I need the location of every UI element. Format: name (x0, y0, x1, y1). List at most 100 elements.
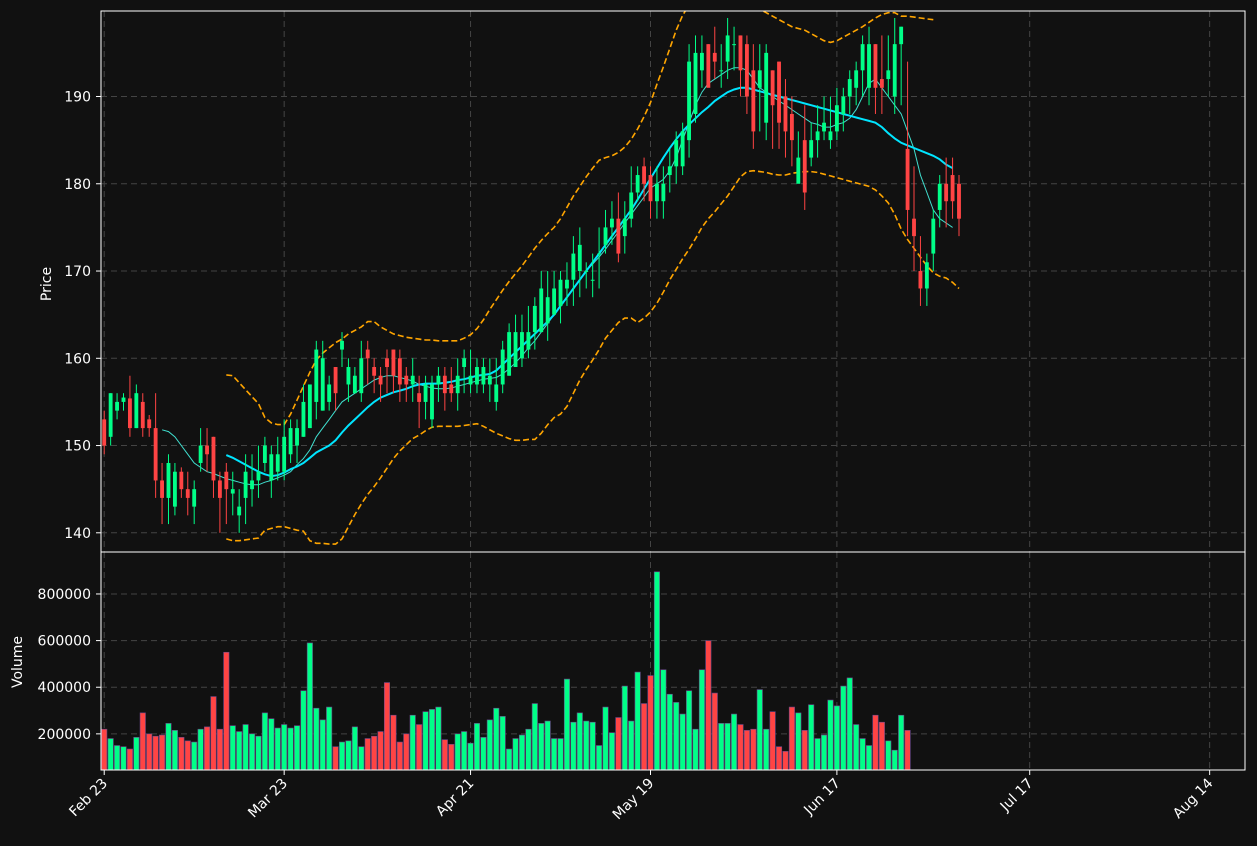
candle-body (185, 489, 190, 498)
candlestick (397, 349, 402, 402)
candlestick (912, 166, 916, 272)
candlestick (532, 297, 537, 350)
candle-body (809, 140, 814, 158)
candle-body (777, 61, 781, 123)
candle-body (899, 26, 904, 45)
volume-bar (499, 716, 506, 771)
candlestick (352, 367, 357, 394)
volume-bar (756, 689, 763, 771)
candle-body (397, 358, 402, 385)
candlestick (449, 367, 454, 402)
candlestick (892, 17, 897, 114)
volume-tick-label: 800000 (38, 587, 91, 603)
candle-body (854, 70, 859, 88)
candlestick (378, 367, 383, 402)
candle-body (243, 471, 248, 498)
volume-bar (846, 677, 853, 771)
candle-body (957, 183, 961, 219)
volume-bar (827, 699, 834, 771)
volume-bar (782, 751, 789, 771)
candlestick (655, 166, 659, 219)
volume-bar (872, 714, 879, 771)
volume-bar (390, 714, 397, 771)
candle-body (584, 271, 589, 273)
candlestick (719, 44, 724, 88)
candlestick (404, 367, 409, 402)
candlestick (725, 17, 730, 80)
volume-bar (345, 740, 352, 771)
candlestick (584, 262, 589, 289)
volume-bar (602, 706, 609, 771)
volume-bar (139, 712, 146, 771)
volume-axis-label: Volume (10, 636, 26, 688)
candle-body (873, 44, 878, 88)
candlestick (481, 358, 486, 394)
candlestick (217, 471, 222, 533)
candle-body (327, 384, 332, 402)
volume-bar (146, 733, 153, 771)
candlestick (783, 79, 788, 158)
candlestick (198, 428, 203, 472)
candle-body (751, 70, 756, 132)
volume-bar (692, 728, 699, 771)
candle-body (340, 340, 344, 350)
candlestick (565, 262, 569, 306)
volume-bar (686, 690, 693, 771)
volume-bar (428, 709, 436, 771)
candle-body (834, 105, 839, 132)
volume-bar (107, 738, 114, 771)
candle-body (295, 428, 299, 446)
volume-bar (300, 690, 307, 771)
candlestick (828, 96, 833, 149)
candlestick (301, 384, 306, 437)
volume-bar (647, 675, 654, 771)
candlestick (121, 393, 126, 411)
candle-body (693, 52, 698, 114)
candle-body (597, 253, 602, 255)
volume-bar (377, 731, 384, 771)
candlestick (590, 253, 595, 298)
volume-bar (120, 746, 127, 771)
volume-bar (628, 720, 635, 771)
volume-bar (776, 746, 783, 771)
candle-body (757, 70, 762, 88)
volume-bar (159, 734, 166, 771)
candle-body (674, 140, 679, 167)
candlestick (841, 87, 846, 132)
candle-body (494, 384, 499, 402)
volume-bar (551, 738, 558, 771)
volume-bar (763, 728, 770, 771)
candlestick (153, 393, 158, 498)
candlestick (134, 384, 139, 429)
candle-body (320, 358, 325, 411)
candlestick (558, 271, 563, 324)
volume-bar (866, 745, 873, 771)
candlestick (712, 26, 717, 80)
volume-bar (859, 738, 866, 771)
volume-bar (898, 714, 905, 771)
candle-body (950, 175, 955, 202)
candlestick (950, 157, 955, 219)
candle-body (359, 358, 364, 394)
candle-body (532, 305, 537, 333)
candle-body (732, 44, 736, 46)
volume-bar (660, 669, 667, 771)
candle-body (828, 131, 833, 141)
candlestick (423, 375, 428, 420)
volume-bar (441, 739, 448, 771)
volume-bar (294, 725, 301, 771)
volume-bar (448, 744, 455, 771)
candle-body (211, 436, 216, 481)
volume-bar (833, 705, 840, 771)
candlestick (494, 358, 499, 411)
volume-bar (840, 685, 847, 771)
candle-body (423, 384, 428, 402)
candlestick (391, 349, 396, 394)
volume-axes-frame (100, 551, 1246, 771)
candlestick (430, 375, 434, 429)
candlestick (115, 393, 119, 420)
candlestick (185, 471, 190, 516)
